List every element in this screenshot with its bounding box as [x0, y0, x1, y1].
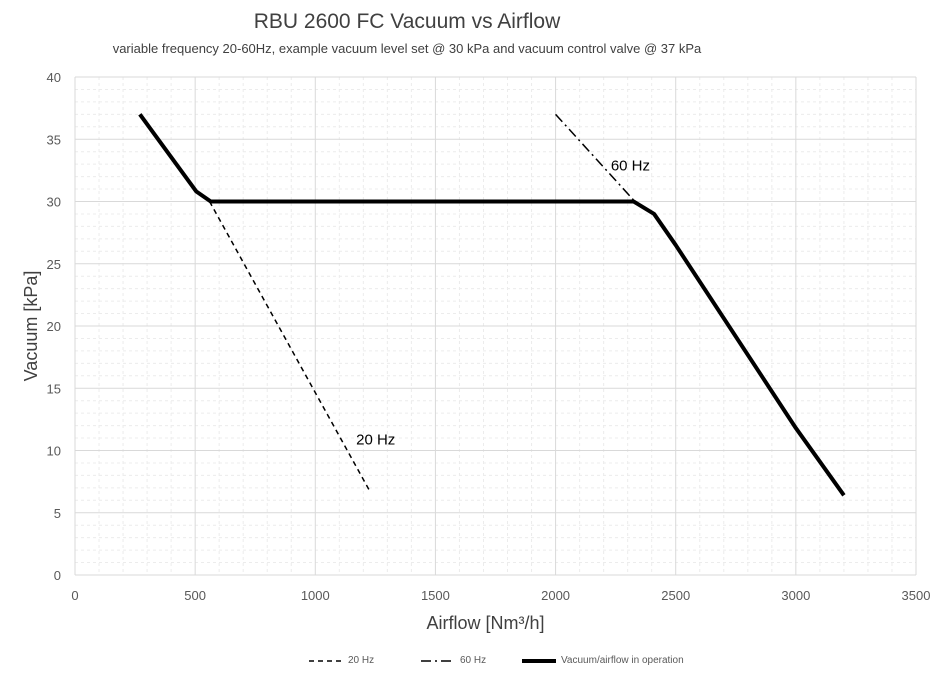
legend-swatch	[522, 658, 556, 663]
chart-subtitle: variable frequency 20-60Hz, example vacu…	[112, 41, 702, 56]
legend-swatch	[309, 659, 343, 662]
series-layer	[138, 113, 846, 497]
chart-title: RBU 2600 FC Vacuum vs Airflow	[253, 10, 561, 33]
legend-item: 60 Hz	[420, 655, 486, 666]
y-tick-label: 15	[47, 381, 61, 396]
legend: 20 Hz 60 Hz Vacuum/airflow in operation	[0, 655, 947, 671]
y-tick-label: 40	[47, 70, 61, 85]
legend-label: 60 Hz	[460, 655, 487, 666]
minor-grid	[75, 77, 916, 575]
annotations: 60 Hz 20 Hz	[356, 157, 650, 448]
legend-item: Vacuum/airflow in operation	[521, 655, 684, 666]
x-tick-label: 3000	[781, 588, 810, 603]
y-tick-label: 35	[47, 132, 61, 147]
legend-label: 20 Hz	[348, 655, 375, 666]
x-tick-label: 1000	[301, 588, 330, 603]
legend-item: 20 Hz	[308, 655, 374, 666]
x-tick-label: 2500	[661, 588, 690, 603]
y-tick-label: 20	[47, 319, 61, 334]
tick-labels: 0 500 1000 1500 2000 2500 3000 3500 0 5 10 15 20 25 30…	[47, 70, 931, 603]
legend-swatch	[421, 659, 455, 662]
x-tick-label: 0	[71, 588, 78, 603]
x-tick-label: 3500	[902, 588, 931, 603]
major-grid	[74, 76, 917, 576]
y-tick-label: 5	[54, 506, 61, 521]
legend-label: Vacuum/airflow in operation	[561, 655, 684, 666]
x-tick-label: 2000	[541, 588, 570, 603]
series-line-1	[208, 201, 371, 491]
annotation-label: 20 Hz	[356, 431, 395, 448]
y-tick-label: 30	[47, 195, 61, 210]
x-axis-title: Airflow [Nm³/h]	[426, 613, 544, 633]
y-axis-title: Vacuum [kPa]	[21, 271, 41, 382]
series-line-3	[138, 113, 846, 497]
x-tick-label: 500	[184, 588, 206, 603]
annotation-label: 60 Hz	[611, 157, 650, 174]
x-tick-label: 1500	[421, 588, 450, 603]
y-tick-label: 0	[54, 568, 61, 583]
y-tick-label: 25	[47, 257, 61, 272]
y-tick-label: 10	[47, 444, 61, 459]
